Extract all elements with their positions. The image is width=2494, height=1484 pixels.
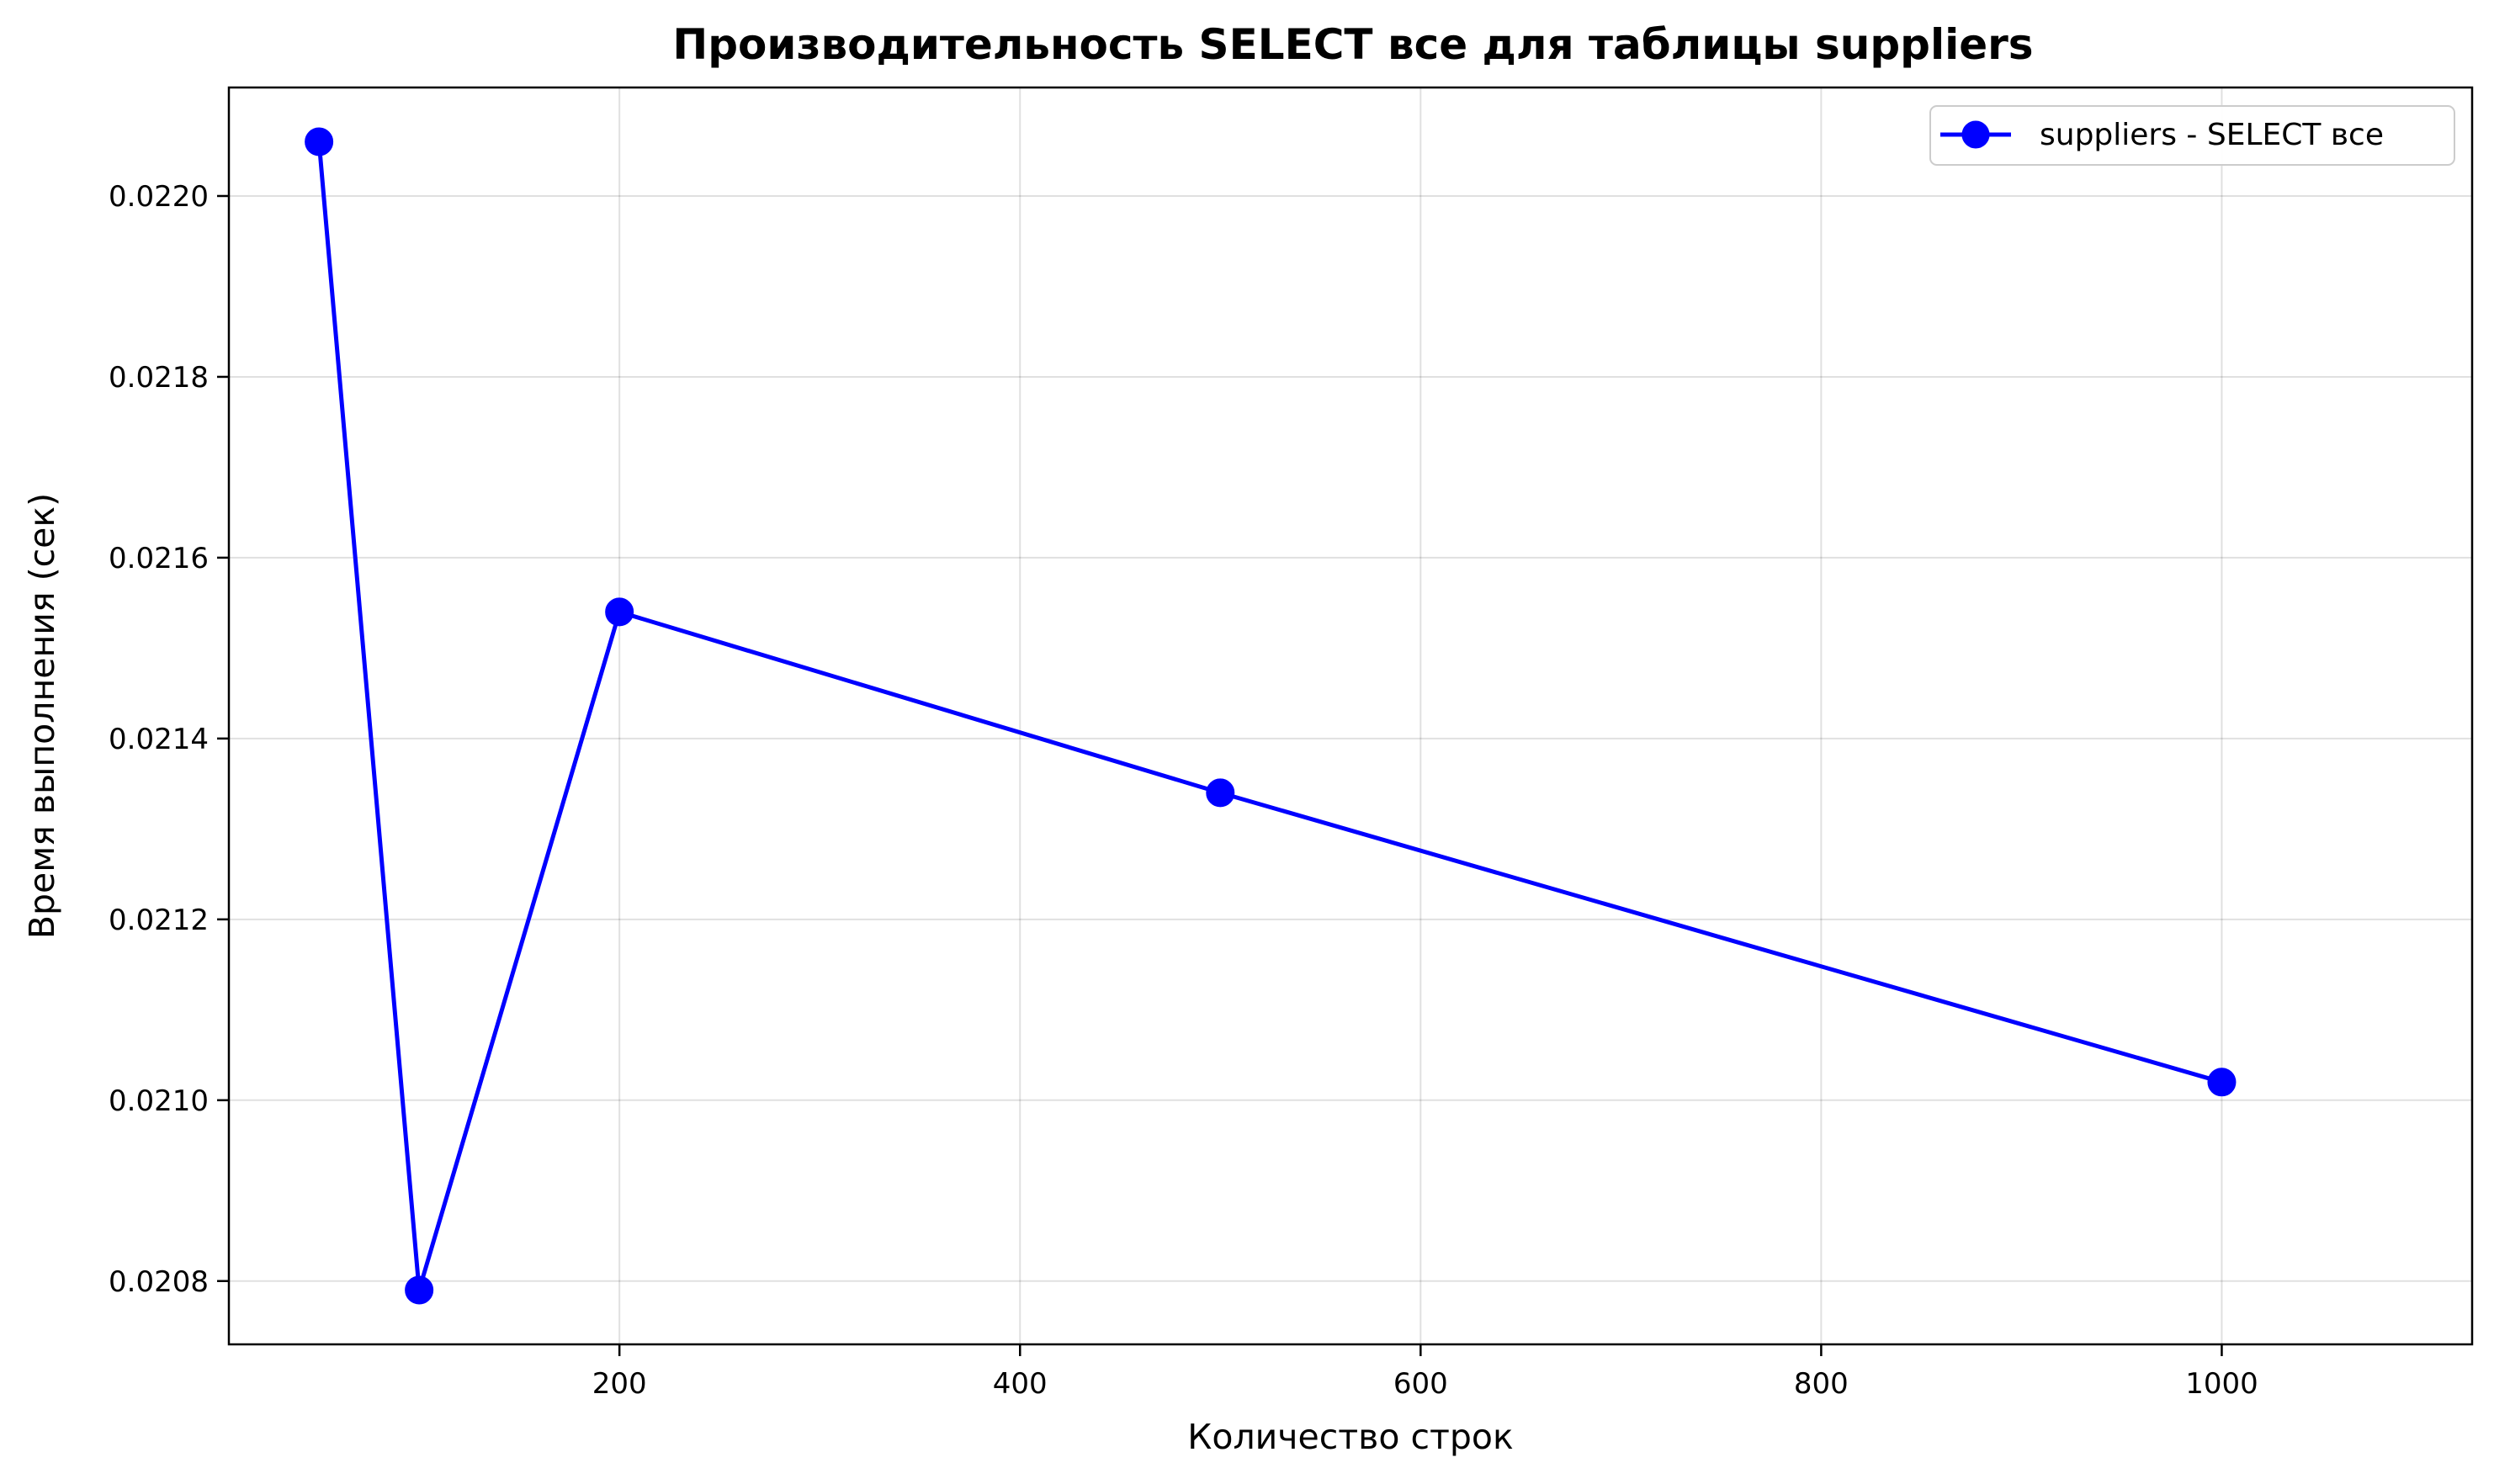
x-axis-label: Количество строк bbox=[1187, 1417, 1514, 1457]
series-point-0-1 bbox=[405, 1275, 434, 1305]
legend: suppliers - SELECT все bbox=[1929, 105, 2455, 166]
x-tick-label-2: 600 bbox=[1393, 1367, 1448, 1401]
plot-frame bbox=[227, 86, 2474, 1346]
y-tick-label-5: 0.0218 bbox=[109, 361, 209, 395]
x-tick-label-0: 200 bbox=[592, 1367, 647, 1401]
series-point-0-4 bbox=[2207, 1068, 2237, 1097]
x-tick-label-3: 800 bbox=[1794, 1367, 1849, 1401]
y-tick-label-4: 0.0216 bbox=[109, 542, 209, 575]
x-tick-label-4: 1000 bbox=[2185, 1367, 2258, 1401]
y-tick-label-6: 0.0220 bbox=[109, 180, 209, 214]
series-point-0-0 bbox=[305, 127, 334, 156]
y-tick-label-3: 0.0214 bbox=[109, 723, 209, 756]
legend-box bbox=[1929, 105, 2455, 166]
y-axis-label: Время выполнения (сек) bbox=[22, 493, 62, 939]
series-point-0-3 bbox=[1206, 778, 1235, 808]
series-layer bbox=[305, 127, 2237, 1305]
axis-ticks: 200 400 600 800 1000 0.0208 0.0210 0.0212 0.0214… bbox=[109, 180, 2258, 1401]
legend-marker bbox=[1961, 120, 1990, 149]
legend-label: suppliers - SELECT все bbox=[2040, 118, 2384, 152]
grid bbox=[229, 87, 2472, 1344]
y-tick-label-2: 0.0212 bbox=[109, 904, 209, 937]
y-tick-label-0: 0.0208 bbox=[109, 1265, 209, 1299]
y-tick-label-1: 0.0210 bbox=[109, 1084, 209, 1118]
series-point-0-2 bbox=[605, 597, 634, 627]
chart-title: Производительность SELECT все для таблиц… bbox=[672, 20, 2033, 69]
x-tick-label-1: 400 bbox=[993, 1367, 1048, 1401]
